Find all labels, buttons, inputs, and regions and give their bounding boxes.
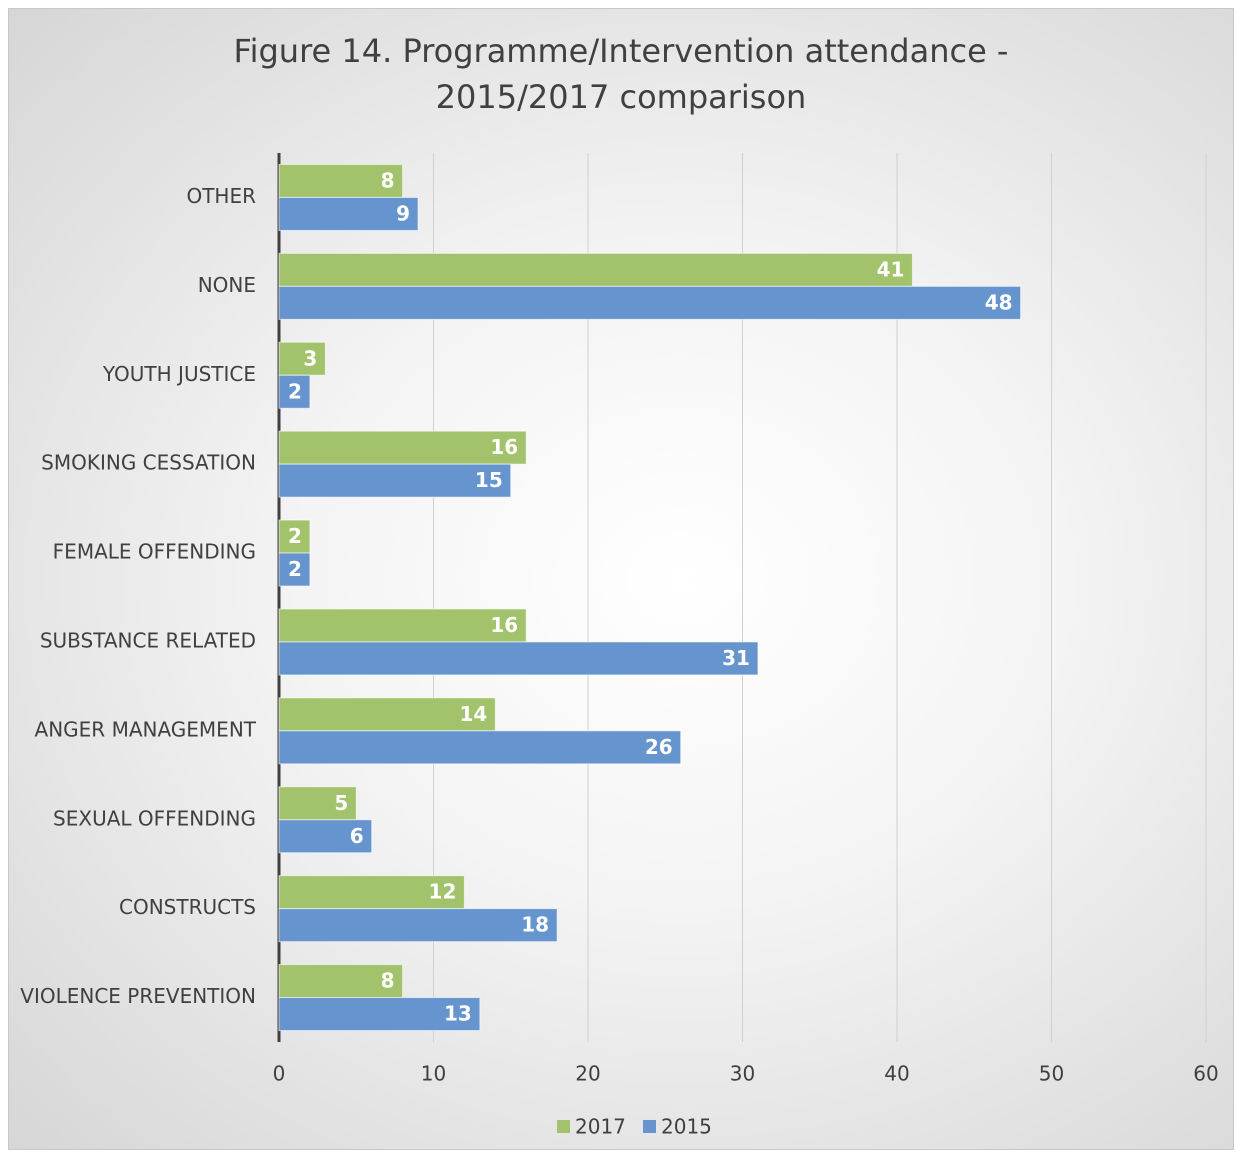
legend-swatch — [643, 1120, 656, 1133]
x-tick-label: 0 — [273, 1062, 286, 1086]
y-tick-label: CONSTRUCTS — [119, 895, 256, 919]
data-label: 14 — [459, 702, 487, 726]
y-tick-label: SMOKING CESSATION — [41, 451, 256, 475]
data-label: 48 — [985, 290, 1013, 314]
bar — [278, 430, 527, 465]
legend-swatch — [557, 1120, 570, 1133]
data-label: 31 — [722, 646, 750, 670]
bar — [278, 463, 512, 498]
y-tick-label: OTHER — [186, 184, 256, 208]
x-tick-label: 50 — [1039, 1062, 1064, 1086]
data-label: 13 — [444, 1002, 472, 1026]
data-label: 15 — [475, 468, 503, 492]
data-label: 2 — [288, 524, 302, 548]
data-label: 8 — [381, 969, 395, 993]
x-tick-label: 40 — [884, 1062, 909, 1086]
x-tick-label: 20 — [575, 1062, 600, 1086]
bar — [278, 519, 311, 554]
y-tick-label: ANGER MANAGEMENT — [35, 717, 257, 741]
y-tick-label: VIOLENCE PREVENTION — [20, 984, 256, 1008]
bar — [278, 252, 913, 287]
bar — [278, 641, 759, 676]
bar — [278, 997, 481, 1032]
bar — [278, 786, 357, 821]
bar — [278, 552, 311, 587]
data-label: 9 — [396, 201, 410, 225]
bar — [278, 819, 373, 854]
data-label: 16 — [490, 435, 518, 459]
data-label: 2 — [288, 379, 302, 403]
data-label: 8 — [381, 168, 395, 192]
y-tick-label: YOUTH JUSTICE — [102, 362, 256, 386]
bar — [278, 374, 311, 409]
bar — [278, 163, 404, 198]
bar — [278, 964, 404, 999]
bar — [278, 730, 682, 765]
bar — [278, 608, 527, 643]
y-tick-label: SUBSTANCE RELATED — [40, 628, 256, 652]
x-tick-label: 30 — [730, 1062, 755, 1086]
bar — [278, 196, 419, 231]
data-label: 41 — [877, 257, 905, 281]
data-label: 12 — [429, 880, 457, 904]
bar — [278, 908, 558, 943]
y-tick-label: FEMALE OFFENDING — [53, 540, 256, 564]
legend-label: 2015 — [661, 1115, 712, 1139]
data-label: 6 — [350, 824, 364, 848]
y-tick-label: NONE — [198, 273, 256, 297]
data-label: 5 — [334, 791, 348, 815]
chart-frame — [8, 8, 1234, 1150]
data-label: 2 — [288, 557, 302, 581]
data-label: 18 — [521, 913, 549, 937]
bar — [278, 285, 1022, 320]
x-tick-label: 10 — [421, 1062, 446, 1086]
chart-title: Figure 14. Programme/Intervention attend… — [233, 32, 1009, 116]
bar — [278, 697, 496, 732]
data-label: 26 — [645, 735, 673, 759]
data-label: 3 — [303, 346, 317, 370]
data-label: 16 — [490, 613, 518, 637]
bar — [278, 875, 465, 910]
bar — [278, 341, 326, 376]
y-tick-label: SEXUAL OFFENDING — [53, 806, 256, 830]
x-tick-label: 60 — [1193, 1062, 1218, 1086]
legend-label: 2017 — [575, 1115, 626, 1139]
